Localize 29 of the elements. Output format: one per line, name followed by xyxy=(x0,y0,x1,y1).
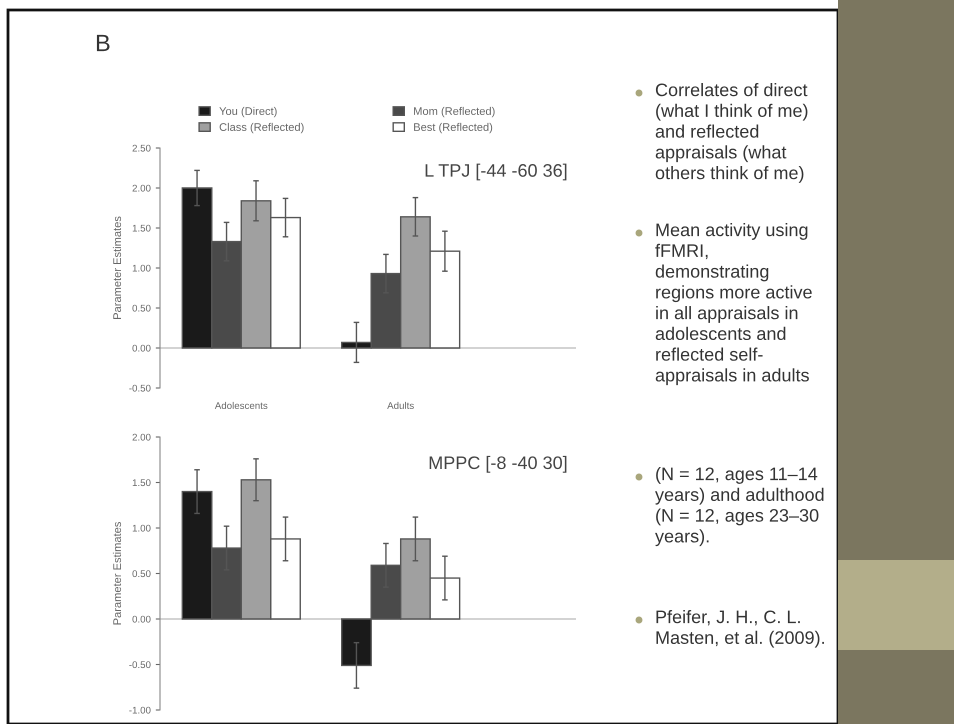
annotation: MPPC [-8 -40 30] xyxy=(430,456,566,473)
y-tick-label: 2.50 xyxy=(132,144,151,152)
y-tick-label: 2.00 xyxy=(132,184,151,192)
y-tick-label: 1.50 xyxy=(132,479,151,486)
y-axis-title: Parameter Estimates xyxy=(112,522,122,624)
legend-label: Class (Reflected) xyxy=(220,122,304,134)
x-tick-label: Adults xyxy=(387,402,414,410)
y-tick-label: -0.50 xyxy=(129,661,151,668)
legend-label: Mom (Reflected) xyxy=(414,106,495,118)
annotation: L TPJ [-44 -60 36] xyxy=(426,164,566,180)
y-tick-label: -1.00 xyxy=(129,706,151,714)
text: Correlates of direct (what I think of me) and reflected appraisals (what others think of me) xyxy=(656,83,808,183)
y-tick-label: 1.00 xyxy=(132,524,151,532)
y-tick-label: 0.00 xyxy=(132,616,151,623)
y-tick-label: 0.50 xyxy=(132,304,151,312)
legend-label: Best (Reflected) xyxy=(414,122,492,134)
x-tick-label: Adolescents xyxy=(214,402,268,410)
y-axis-title: Parameter Estimates xyxy=(112,216,122,319)
legend-label: You (Direct) xyxy=(219,106,277,118)
y-tick-label: 1.00 xyxy=(132,264,151,272)
y-tick-label: -0.50 xyxy=(129,384,151,392)
text: Mean activity using fFMRI, demonstrating regions more active in all appraisals in adolescents and reflected self- appraisals in adults xyxy=(655,223,812,386)
y-tick-label: 0.00 xyxy=(132,344,151,352)
y-tick-label: 1.50 xyxy=(132,224,151,232)
y-tick-label: 0.50 xyxy=(132,570,151,578)
text: Pfeifer, J. H., C. L. Masten, et al. (2009). xyxy=(656,610,824,648)
text: B xyxy=(96,34,110,52)
y-tick-label: 2.00 xyxy=(132,434,151,441)
text: (N = 12, ages 11–14 years) and adulthood (N = 12, ages 23–30 years). xyxy=(655,467,824,546)
